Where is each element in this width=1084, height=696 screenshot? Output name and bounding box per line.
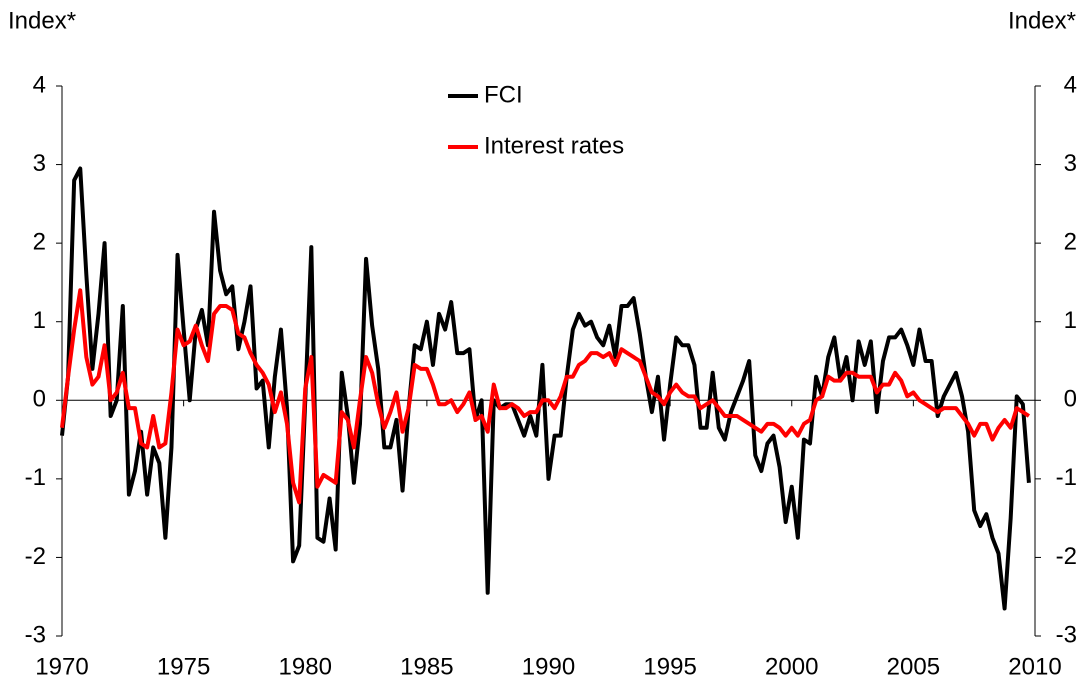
x-tick-label: 2005 [887,653,940,680]
x-tick-label: 1995 [643,653,696,680]
y-tick-label: 2 [33,228,46,255]
y2-tick-label: -1 [1056,464,1077,491]
y2-tick-label: -3 [1056,621,1077,648]
legend-label: Interest rates [484,132,624,159]
y2-tick-label: 2 [1064,228,1077,255]
y-tick-label: 3 [33,150,46,177]
y-tick-label: 4 [33,71,46,98]
legend-label: FCI [484,81,523,108]
x-tick-label: 1980 [279,653,332,680]
y2-tick-label: 1 [1064,307,1077,334]
x-tick-label: 2010 [1008,653,1061,680]
y-axis-label: Index* [8,7,76,34]
y2-tick-label: -2 [1056,543,1077,570]
line-series [60,166,1031,611]
y2-tick-label: 0 [1064,386,1077,413]
y-tick-label: 0 [33,386,46,413]
y2-axis-label: Index* [1008,7,1076,34]
y-tick-label: -1 [25,464,46,491]
line-series [60,288,1031,505]
x-tick-label: 1970 [35,653,88,680]
y-tick-label: 1 [33,307,46,334]
y2-tick-label: 3 [1064,150,1077,177]
x-tick-label: 1990 [522,653,575,680]
x-tick-label: 2000 [765,653,818,680]
x-tick-label: 1975 [157,653,210,680]
y2-tick-label: 4 [1064,71,1077,98]
y-tick-label: -3 [25,621,46,648]
x-tick-label: 1985 [400,653,453,680]
y-tick-label: -2 [25,543,46,570]
